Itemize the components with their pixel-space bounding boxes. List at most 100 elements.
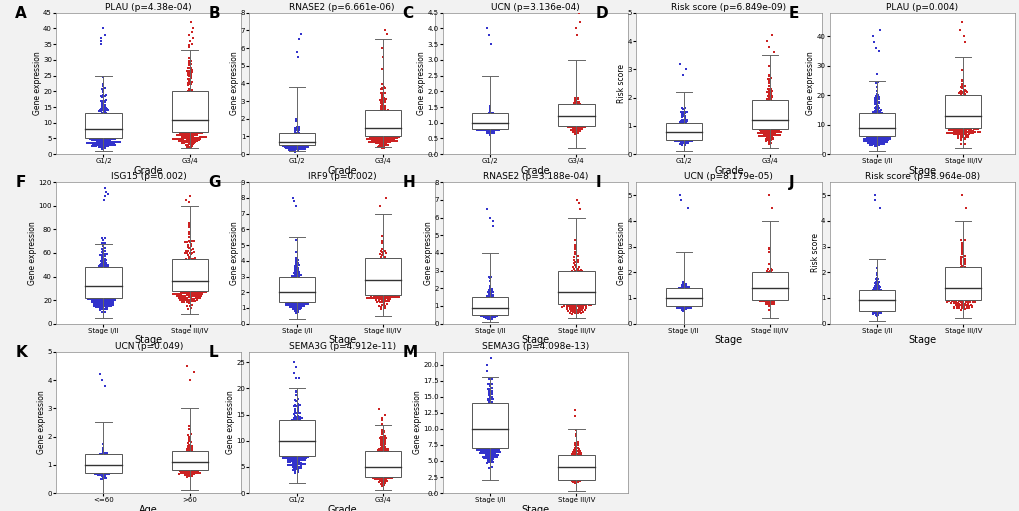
Point <box>304 292 320 300</box>
Point <box>566 289 582 297</box>
Point <box>685 131 701 139</box>
Point <box>676 128 692 136</box>
Point <box>480 418 496 426</box>
Point <box>90 456 106 464</box>
Point <box>278 301 294 309</box>
Point <box>375 114 391 123</box>
Point <box>495 432 512 440</box>
Point <box>291 286 308 294</box>
Point <box>953 303 969 311</box>
Point <box>369 119 385 127</box>
Point <box>291 132 308 141</box>
Point <box>762 123 779 131</box>
Point <box>868 295 884 304</box>
Point <box>752 124 768 132</box>
Point <box>677 283 693 291</box>
Point <box>487 302 503 310</box>
Point <box>853 131 869 139</box>
Point <box>83 129 99 137</box>
Point <box>180 59 197 67</box>
Point <box>183 97 200 105</box>
Point <box>371 470 387 478</box>
Point <box>180 229 197 238</box>
Point <box>874 295 891 304</box>
Point <box>767 126 784 134</box>
Point <box>94 111 110 119</box>
Point <box>673 125 689 133</box>
Point <box>872 290 889 298</box>
Point <box>96 274 112 282</box>
Point <box>489 448 505 456</box>
Point <box>486 113 502 122</box>
Point <box>958 99 974 107</box>
Point <box>106 287 122 295</box>
Point <box>371 113 387 122</box>
Point <box>78 293 95 301</box>
Point <box>482 288 498 296</box>
Point <box>478 442 494 450</box>
Point <box>102 295 118 303</box>
Point <box>956 88 972 97</box>
Point <box>368 458 384 466</box>
Point <box>671 124 687 132</box>
Point <box>482 286 498 294</box>
Point <box>102 301 118 309</box>
Point <box>381 279 397 287</box>
Point <box>471 119 487 127</box>
Point <box>370 475 386 483</box>
Point <box>860 298 876 306</box>
Point <box>483 401 499 409</box>
Point <box>176 110 193 118</box>
Point <box>293 414 310 422</box>
Point <box>284 296 301 305</box>
Point <box>857 303 873 311</box>
Point <box>759 278 775 286</box>
Point <box>675 300 691 308</box>
Point <box>874 134 891 143</box>
Point <box>287 279 304 287</box>
Point <box>558 470 575 478</box>
Point <box>481 396 497 404</box>
Point <box>671 135 687 143</box>
Point <box>669 130 686 138</box>
Point <box>191 277 207 286</box>
Point <box>374 450 390 458</box>
Point <box>376 475 392 483</box>
Point <box>302 439 318 447</box>
Point <box>391 463 408 471</box>
Point <box>176 285 193 293</box>
Point <box>945 297 961 306</box>
Point <box>388 136 405 145</box>
Point <box>866 121 882 129</box>
Point <box>101 283 117 291</box>
Point <box>567 286 583 294</box>
Point <box>94 118 110 126</box>
Point <box>370 464 386 472</box>
Point <box>481 306 497 314</box>
Point <box>674 139 690 147</box>
Point <box>564 304 580 312</box>
Point <box>777 288 794 296</box>
Point <box>178 298 195 306</box>
Point <box>479 129 495 137</box>
Point <box>495 121 512 129</box>
Point <box>478 116 494 124</box>
Point <box>963 296 979 305</box>
Point <box>93 463 109 471</box>
Point <box>378 474 394 482</box>
Point <box>288 126 305 134</box>
Point <box>870 142 887 150</box>
Point <box>667 295 684 304</box>
Point <box>953 77 969 85</box>
Point <box>762 75 779 83</box>
Point <box>276 450 292 458</box>
Point <box>482 416 498 425</box>
Point <box>93 291 109 299</box>
Point <box>86 290 102 298</box>
Point <box>488 303 504 311</box>
Point <box>470 444 486 452</box>
Point <box>97 105 113 113</box>
Point <box>108 461 124 470</box>
Point <box>171 470 187 478</box>
Point <box>487 308 503 316</box>
